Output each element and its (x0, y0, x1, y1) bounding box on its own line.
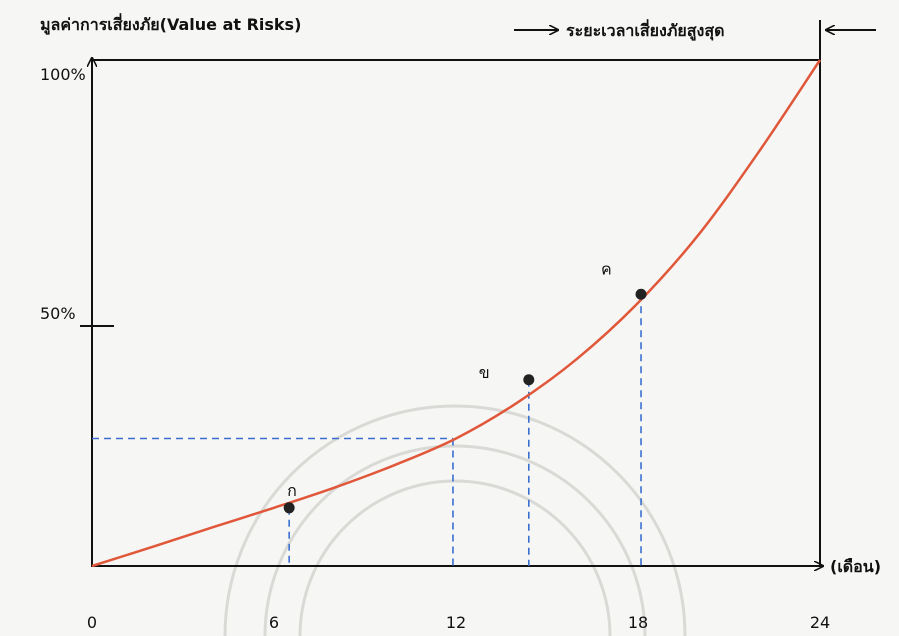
x-tick-label-24: 24 (810, 613, 830, 632)
x-tick-label-18: 18 (628, 613, 648, 632)
y-tick-label-50: 50% (40, 304, 76, 323)
x-tick-label-0: 0 (87, 613, 97, 632)
plot-frame (91, 59, 821, 567)
x-axis-title: (เดือน) (830, 557, 881, 576)
x-tick-label-12: 12 (446, 613, 466, 632)
x-tick-labels: 0 6 12 18 24 (87, 613, 830, 632)
points-layer: ก ข ค (283, 259, 647, 514)
x-tick-label-6: 6 (269, 613, 279, 632)
data-point-1 (283, 502, 295, 514)
peak-period-label: ระยะเวลาเสี่ยงภัยสูงสุด (566, 19, 724, 42)
data-point-2 (523, 374, 535, 386)
point-label-1: ก (287, 481, 297, 500)
data-point-3 (635, 288, 647, 300)
y-tick-labels: 50% 100% (40, 65, 86, 323)
series-layer (91, 59, 822, 568)
watermark-seal (223, 404, 687, 636)
y-axis-title: มูลค่าการเสี่ยงภัย(Value at Risks) (40, 13, 301, 36)
point-label-3: ค (601, 259, 612, 278)
series-curve-0 (91, 59, 822, 568)
guide-lines (92, 294, 642, 566)
y-tick-label-100: 100% (40, 65, 86, 84)
peak-period-annotation: ระยะเวลาเสี่ยงภัยสูงสุด (514, 19, 876, 60)
point-label-2: ข (479, 363, 490, 382)
